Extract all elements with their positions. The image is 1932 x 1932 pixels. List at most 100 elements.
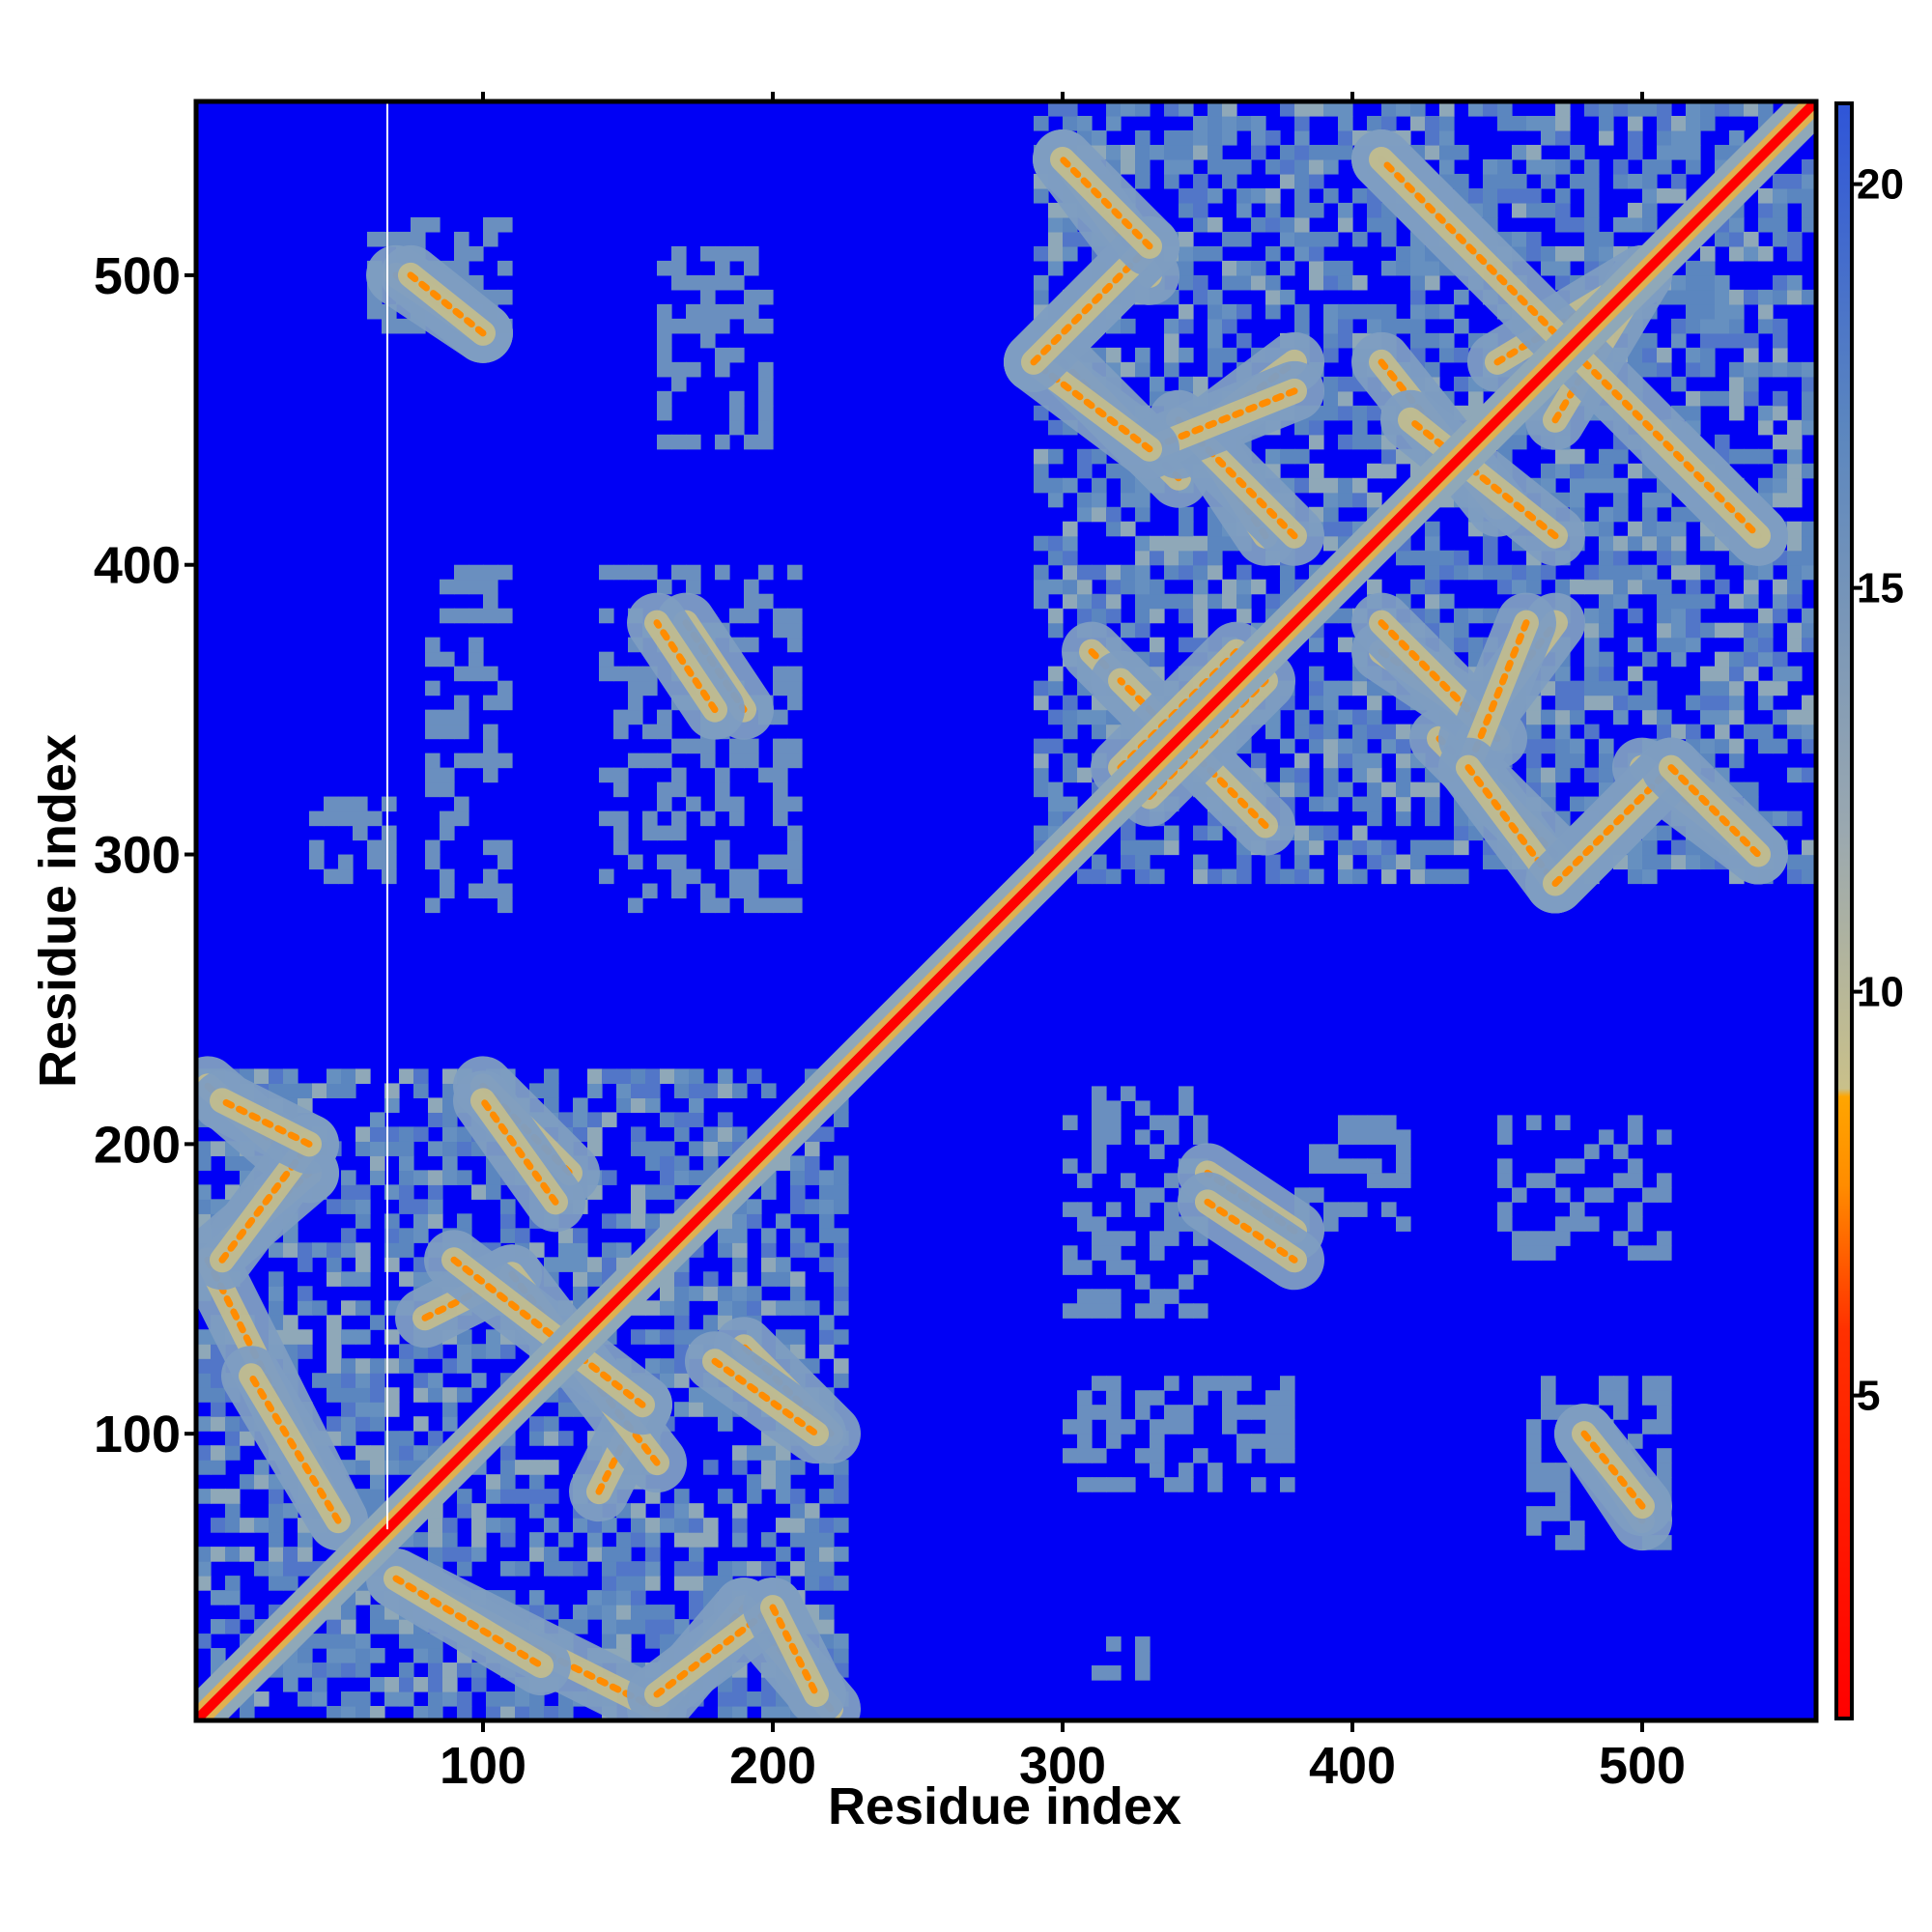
heatmap-cell (1439, 593, 1455, 610)
heatmap-cell (1063, 115, 1078, 131)
heatmap-cell (686, 303, 701, 320)
heatmap-cell (544, 1460, 559, 1475)
heatmap-cell (1280, 173, 1295, 189)
heatmap-cell (1294, 245, 1310, 262)
heatmap-cell (442, 1170, 458, 1185)
heatmap-cell (240, 1547, 255, 1562)
heatmap-cell (1802, 361, 1816, 378)
heatmap-cell (355, 1257, 371, 1272)
motif-core (1580, 358, 1762, 540)
heatmap-cell (1048, 709, 1064, 725)
heatmap-cell (1526, 724, 1542, 740)
heatmap-cell (1338, 1129, 1353, 1145)
heatmap-cell (1396, 724, 1411, 740)
heatmap-cell (1439, 550, 1455, 566)
heatmap-cell (1367, 405, 1382, 421)
heatmap-cell (1179, 202, 1194, 218)
heatmap-cell (1526, 1173, 1542, 1188)
heatmap-cell (1135, 1665, 1151, 1681)
heatmap-cell (790, 1329, 806, 1345)
heatmap-cell (471, 1547, 487, 1562)
heatmap-cell (1671, 637, 1687, 653)
heatmap-cell (529, 1489, 545, 1504)
heatmap-cell (544, 1416, 559, 1432)
heatmap-cell (660, 1184, 675, 1200)
heatmap-cell (1338, 332, 1353, 349)
heatmap-cell (1309, 173, 1324, 189)
heatmap-cell (1439, 144, 1455, 160)
heatmap-cell (642, 810, 658, 827)
heatmap-cell (283, 1547, 298, 1562)
heatmap-cell (1236, 202, 1252, 218)
heatmap-cell (486, 1489, 501, 1504)
heatmap-cell (700, 318, 716, 334)
heatmap-cell (225, 1416, 241, 1432)
heatmap-cell (715, 260, 730, 276)
heatmap-cell (776, 1271, 791, 1287)
heatmap-cell (1150, 1390, 1165, 1406)
heatmap-cell (355, 1358, 371, 1374)
heatmap-cell (1700, 332, 1716, 349)
heatmap-cell (819, 1489, 835, 1504)
heatmap-cell (1497, 564, 1513, 581)
heatmap-cell (1236, 1376, 1252, 1391)
heatmap-cell (1208, 216, 1223, 233)
heatmap-cell (1773, 318, 1788, 334)
heatmap-cell (1454, 608, 1469, 624)
heatmap-cell (558, 1228, 574, 1243)
heatmap-cell (1208, 101, 1223, 117)
heatmap-cell (1657, 361, 1672, 378)
heatmap-cell (1570, 680, 1585, 696)
heatmap-cell (834, 1329, 849, 1345)
heatmap-cell (819, 1576, 835, 1591)
heatmap-cell (660, 1329, 675, 1345)
heatmap-cell (645, 1329, 661, 1345)
heatmap-cell (744, 245, 759, 262)
heatmap-cell (428, 1706, 443, 1720)
heatmap-cell (1773, 332, 1788, 349)
heatmap-cell (1454, 839, 1469, 856)
heatmap-cell (686, 738, 701, 754)
heatmap-cell (353, 810, 368, 827)
heatmap-cell (1686, 115, 1701, 131)
heatmap-cell (819, 1184, 835, 1200)
heatmap-cell (1396, 101, 1411, 117)
heatmap-cell (1802, 622, 1816, 639)
heatmap-cell (1628, 868, 1643, 885)
heatmap-cell (1135, 158, 1151, 175)
heatmap-cell (689, 1402, 704, 1417)
heatmap-cell (500, 1228, 516, 1243)
heatmap-cell (312, 1691, 327, 1707)
heatmap-cell (1454, 144, 1469, 160)
heatmap-cell (599, 767, 614, 783)
heatmap-cell (616, 1576, 632, 1591)
heatmap-cell (657, 753, 672, 769)
heatmap-cell (1396, 1144, 1411, 1159)
heatmap-cell (1034, 448, 1049, 465)
heatmap-cell (1222, 593, 1237, 610)
heatmap-cell (1555, 187, 1571, 204)
heatmap-cell (718, 1416, 733, 1432)
heatmap-cell (1381, 318, 1397, 334)
heatmap-cell (715, 434, 730, 450)
heatmap-cell (1077, 1419, 1093, 1435)
colorbar-tick-label: 10 (1857, 969, 1904, 1016)
heatmap-cell (327, 1373, 342, 1388)
heatmap-cell (1150, 1434, 1165, 1449)
heatmap-cell (732, 1677, 748, 1692)
heatmap-cell (1077, 709, 1093, 725)
heatmap-cell (1222, 274, 1237, 291)
heatmap-cell (355, 1416, 371, 1432)
heatmap-cell (1077, 1202, 1093, 1217)
heatmap-cell (1700, 854, 1716, 870)
heatmap-cell (1294, 868, 1310, 885)
heatmap-cell (776, 1518, 791, 1533)
heatmap-cell (338, 810, 354, 827)
heatmap-cell (1121, 839, 1136, 856)
heatmap-cell (454, 231, 469, 247)
heatmap-cell (645, 1634, 661, 1649)
heatmap-cell (1352, 825, 1368, 841)
heatmap-cell (1352, 753, 1368, 769)
heatmap-cell (645, 1083, 661, 1098)
heatmap-cell (1381, 463, 1397, 479)
